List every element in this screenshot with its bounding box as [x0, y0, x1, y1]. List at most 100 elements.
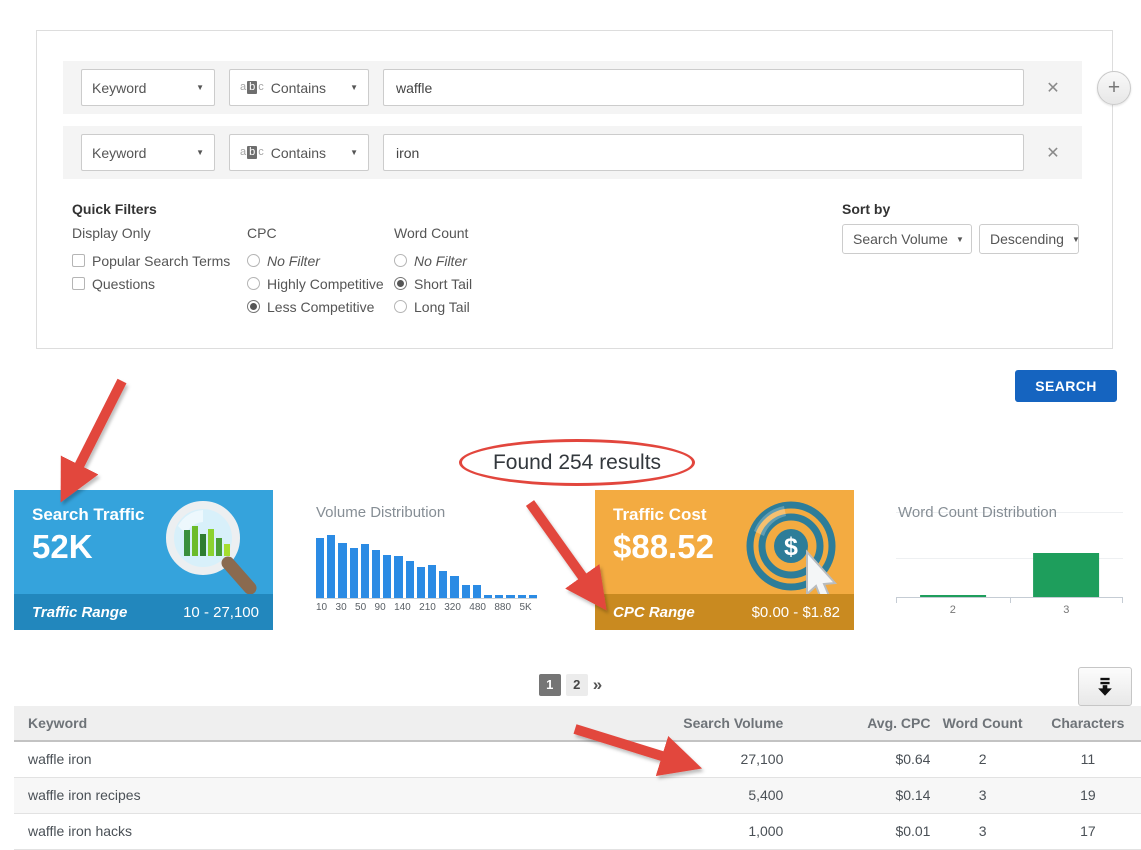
cell-search-volume: 5,400 — [586, 777, 784, 814]
sort-direction-value: Descending — [990, 231, 1064, 247]
remove-filter-button[interactable]: ✕ — [1038, 143, 1068, 163]
volume-axis-label: 480 — [469, 602, 486, 613]
table-body: waffle iron 27,100 $0.64 2 11 waffle iron rec… — [14, 741, 1141, 850]
search-traffic-card: Search Traffic 52K Traffic Range 10 - 27… — [14, 490, 273, 630]
volume-axis-label — [389, 599, 391, 615]
column-header-word-count[interactable]: Word Count — [930, 706, 1035, 742]
cell-search-volume: 27,100 — [586, 741, 784, 778]
volume-bar — [405, 560, 414, 598]
sort-direction-select[interactable]: Descending ▼ — [979, 224, 1080, 254]
magnifier-bar-chart-icon — [166, 501, 257, 595]
radio-icon[interactable] — [394, 277, 407, 290]
checkbox-icon[interactable] — [72, 254, 85, 267]
chevron-down-icon: ▼ — [1071, 234, 1080, 244]
keyword-field-select[interactable]: Keyword ▼ — [81, 69, 215, 106]
volume-axis-label: 5K — [519, 602, 532, 613]
page-button[interactable]: 1 — [538, 674, 561, 696]
cell-characters: 19 — [1034, 777, 1141, 814]
quick-filter-option[interactable]: No Filter — [394, 249, 472, 272]
table-header-row: Keyword Search Volume Avg. CPC Word Count Ch… — [14, 706, 1141, 742]
volume-distribution-title: Volume Distribution — [316, 504, 446, 521]
quick-filter-option[interactable]: Long Tail — [394, 295, 472, 318]
volume-bar — [439, 570, 448, 598]
download-icon — [1098, 677, 1112, 696]
field-select-value: Keyword — [92, 79, 147, 96]
filter-row: Keyword ▼ abc Contains ▼ ✕ — [63, 126, 1082, 179]
chevron-down-icon: ▼ — [350, 83, 358, 92]
quick-filter-option-label: Questions — [92, 275, 156, 292]
download-button[interactable] — [1078, 667, 1132, 706]
traffic-cost-title: Traffic Cost — [613, 505, 707, 524]
radio-icon[interactable] — [247, 300, 260, 313]
quick-filter-option[interactable]: Less Competitive — [247, 295, 394, 318]
sort-by-controls: Search Volume ▼ Descending ▼ — [842, 224, 1080, 254]
volume-bar — [495, 595, 504, 598]
search-button[interactable]: SEARCH — [1015, 370, 1117, 402]
volume-bar — [528, 595, 538, 598]
volume-bar — [461, 585, 470, 598]
traffic-cost-value: $88.52 — [613, 528, 714, 565]
checkbox-icon[interactable] — [72, 277, 85, 290]
page-button[interactable]: 2 — [565, 674, 588, 696]
add-filter-button[interactable]: + — [1097, 71, 1131, 105]
volume-axis-label — [350, 599, 352, 615]
operator-select[interactable]: a b c Contains ▼ — [229, 134, 369, 171]
volume-bar — [316, 538, 325, 598]
sort-field-select[interactable]: Search Volume ▼ — [842, 224, 972, 254]
column-header-keyword[interactable]: Keyword — [14, 706, 587, 742]
volume-axis-label — [414, 599, 416, 615]
operator-select-value: Contains — [270, 79, 327, 96]
quick-filter-option-label: Less Competitive — [267, 298, 375, 315]
quick-filter-option[interactable]: Highly Competitive — [247, 272, 394, 295]
cpc-range-value: $0.00 - $1.82 — [751, 603, 840, 621]
cell-avg-cpc: $0.01 — [783, 813, 931, 850]
cell-characters: 17 — [1034, 813, 1141, 850]
cell-avg-cpc: $0.64 — [783, 741, 931, 778]
field-select-value: Keyword — [92, 144, 147, 161]
chevron-down-icon: ▼ — [196, 148, 204, 157]
quick-filter-groups: Display Only Popular Search Terms Question… — [72, 225, 472, 318]
volume-bar — [394, 555, 403, 598]
radio-icon[interactable] — [247, 277, 260, 290]
volume-axis-label — [369, 599, 371, 615]
volume-bar — [338, 542, 347, 598]
volume-bar — [506, 595, 515, 598]
column-header-characters[interactable]: Characters — [1034, 706, 1141, 742]
quick-filter-option[interactable]: Questions — [72, 272, 247, 295]
radio-icon[interactable] — [394, 300, 407, 313]
quick-filter-option-label: Long Tail — [414, 298, 470, 315]
quick-filter-option[interactable]: No Filter — [247, 249, 394, 272]
traffic-range-footer: Traffic Range 10 - 27,100 — [14, 594, 273, 630]
volume-axis-label — [535, 599, 537, 615]
volume-bar — [484, 595, 493, 598]
volume-distribution-bars — [316, 535, 538, 599]
keyword-field-select[interactable]: Keyword ▼ — [81, 134, 215, 171]
column-header-avg-cpc[interactable]: Avg. CPC — [783, 706, 931, 742]
column-header-search-volume[interactable]: Search Volume — [586, 706, 784, 742]
volume-bar — [472, 585, 482, 598]
volume-axis-label: 90 — [374, 602, 386, 613]
volume-distribution-labels: 10 30 50 90 140 210 320 480 880 5K — [316, 599, 537, 615]
cell-avg-cpc: $0.14 — [783, 777, 931, 814]
quick-filter-option[interactable]: Short Tail — [394, 272, 472, 295]
operator-select[interactable]: a b c Contains ▼ — [229, 69, 369, 106]
filter-value-input[interactable] — [383, 69, 1024, 106]
radio-icon[interactable] — [247, 254, 260, 267]
remove-filter-button[interactable]: ✕ — [1038, 78, 1068, 98]
search-traffic-value: 52K — [32, 528, 93, 565]
volume-axis-label — [330, 599, 332, 615]
traffic-range-value: 10 - 27,100 — [183, 603, 259, 621]
word-count-distribution-title: Word Count Distribution — [898, 504, 1057, 521]
table-row: waffle iron hacks 1,000 $0.01 3 17 — [14, 813, 1141, 850]
filter-panel: Keyword ▼ abc Contains ▼ ✕ Keyword ▼ abc Contains… — [36, 30, 1131, 349]
quick-filter-group: CPC No Filter Highly Competitive Less Compe… — [247, 225, 394, 318]
operator-select-value: Contains — [270, 144, 327, 161]
next-page-button[interactable]: » — [592, 675, 603, 694]
quick-filter-option-label: Short Tail — [414, 275, 473, 292]
filter-value-input[interactable] — [383, 134, 1024, 171]
volume-bar — [327, 535, 336, 598]
radio-icon[interactable] — [394, 254, 407, 267]
cell-word-count: 3 — [930, 813, 1035, 850]
volume-distribution-card: Volume Distribution 10 30 50 90 140 210 320 480… — [296, 490, 555, 630]
quick-filter-option[interactable]: Popular Search Terms — [72, 249, 247, 272]
